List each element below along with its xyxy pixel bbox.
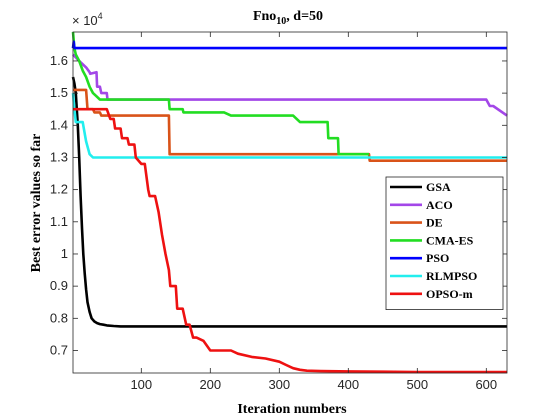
chart-title: Fno10, d=50 [253,9,323,27]
y-tick-label: 1.2 [50,182,68,197]
y-tick-label: 1.4 [50,117,68,132]
legend-label: CMA-ES [426,233,474,247]
legend-label: RLMPSO [426,269,477,283]
y-tick-label: 1.3 [50,149,68,164]
y-tick-label: 0.8 [50,310,68,325]
x-axis-label: Iteration numbers [237,402,347,417]
y-tick-label: 0.7 [50,342,68,357]
x-tick-label: 400 [337,377,359,392]
y-axis-label: Best error values so far [29,134,44,273]
x-tick-label: 100 [130,377,152,392]
legend-label: GSA [426,180,451,194]
x-tick-label: 600 [475,377,497,392]
x-tick-label: 500 [406,377,428,392]
legend-label: ACO [426,198,453,212]
y-tick-label: 1.1 [50,214,68,229]
x-tick-label: 300 [268,377,290,392]
legend-label: PSO [426,251,449,265]
legend: GSA ACO DE CMA-ES PSO RLMPSO OPSO-m [386,177,503,310]
y-exponent-label: × 104 [72,11,103,28]
legend-label: DE [426,216,443,230]
y-tick-label: 0.9 [50,278,68,293]
x-tick-label: 200 [199,377,221,392]
y-tick-label: 1.5 [50,85,68,100]
y-tick-label: 1.6 [50,53,68,68]
y-tick-label: 1 [61,246,68,261]
legend-label: OPSO-m [426,287,473,301]
